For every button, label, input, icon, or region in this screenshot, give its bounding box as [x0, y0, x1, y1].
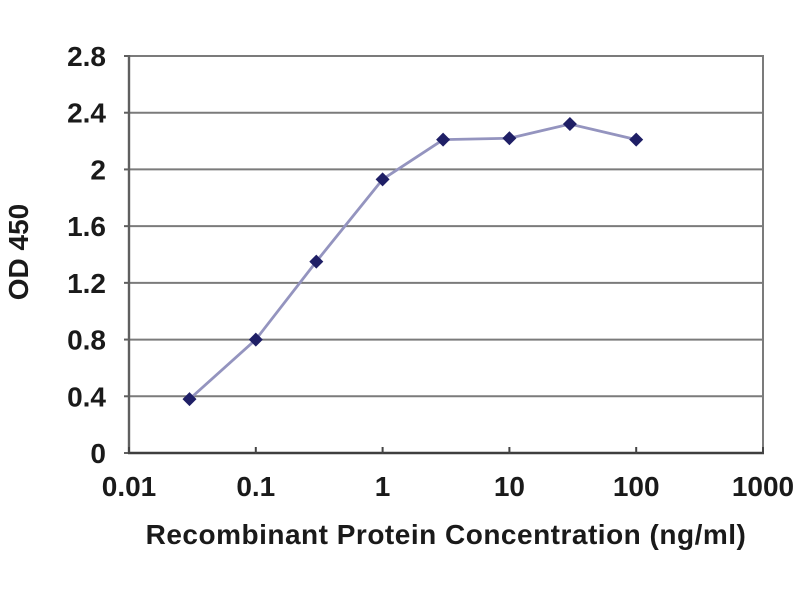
x-tick-label: 0.01	[102, 471, 157, 502]
y-tick-label: 2.8	[67, 41, 106, 72]
y-tick-label: 1.2	[67, 268, 106, 299]
x-tick-label: 1000	[732, 471, 794, 502]
y-tick-label: 0.4	[67, 381, 106, 412]
x-axis-title: Recombinant Protein Concentration (ng/ml…	[145, 519, 747, 550]
data-point-marker	[248, 332, 263, 347]
y-tick-label: 0	[90, 438, 106, 469]
x-tick-label: 1	[375, 471, 391, 502]
data-point-marker	[375, 172, 390, 187]
y-tick-label: 1.6	[67, 211, 106, 242]
x-tick-label: 10	[494, 471, 525, 502]
data-point-marker	[436, 132, 451, 147]
data-point-marker	[182, 392, 197, 407]
y-tick-label: 2	[90, 154, 106, 185]
data-point-marker	[502, 131, 517, 146]
data-point-marker	[562, 117, 577, 132]
y-axis-title: OD 450	[3, 203, 34, 301]
x-tick-label: 0.1	[236, 471, 275, 502]
data-point-marker	[309, 254, 324, 269]
series-line	[188, 122, 637, 401]
y-tick-label: 0.8	[67, 325, 106, 356]
plot-border	[128, 55, 764, 454]
y-tick-label: 2.4	[67, 98, 106, 129]
data-point-marker	[629, 132, 644, 147]
x-tick-label: 100	[613, 471, 660, 502]
